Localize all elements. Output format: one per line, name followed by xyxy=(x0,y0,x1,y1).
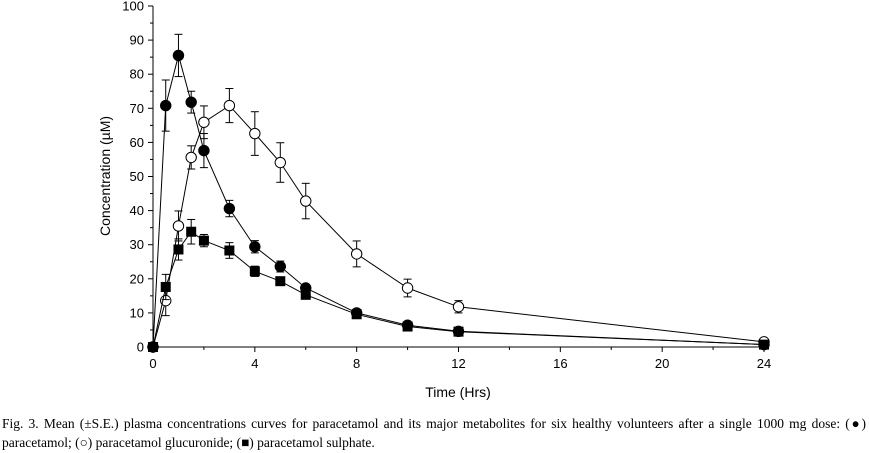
x-tick-label: 16 xyxy=(553,356,567,371)
y-tick-label: 20 xyxy=(130,271,144,286)
y-axis-title: Concentration (µM) xyxy=(97,116,113,236)
glucuronide-point xyxy=(249,127,261,140)
glucuronide-legend-symbol: ○ xyxy=(79,435,88,450)
glucuronide-point xyxy=(350,248,363,260)
paracetamol-point xyxy=(249,241,261,253)
sulphate-point xyxy=(759,339,769,350)
x-tick-label: 12 xyxy=(451,356,465,371)
sulphate-point xyxy=(300,289,311,300)
paracetamol-point xyxy=(274,260,286,273)
caption-text-4: ) paracetamol sulphate. xyxy=(249,435,375,450)
caption-text-2: ) paracetamol; ( xyxy=(2,416,867,450)
glucuronide-point xyxy=(172,220,185,232)
sulphate-point xyxy=(160,281,171,292)
paracetamol-point xyxy=(185,96,197,108)
y-tick-label: 40 xyxy=(130,203,144,218)
y-tick-label: 70 xyxy=(130,101,144,116)
glucuronide-point xyxy=(401,282,414,294)
sulphate-legend-symbol: ■ xyxy=(241,435,250,450)
glucuronide-point xyxy=(300,195,312,207)
x-tick-label: 4 xyxy=(251,356,258,371)
y-tick-label: 80 xyxy=(130,67,144,82)
glucuronide-series xyxy=(147,88,770,353)
y-tick-label: 90 xyxy=(130,33,144,48)
x-tick-label: 24 xyxy=(757,356,771,371)
y-tick-label: 0 xyxy=(137,340,144,355)
figure-caption: Fig. 3. Mean (±S.E.) plasma concentratio… xyxy=(2,414,866,452)
sulphate-point xyxy=(173,244,184,255)
y-tick-label: 10 xyxy=(130,305,144,320)
glucuronide-point xyxy=(185,151,197,164)
x-tick-label: 20 xyxy=(655,356,669,371)
y-tick-label: 60 xyxy=(130,135,144,150)
paracetamol-legend-symbol: ● xyxy=(849,416,862,431)
sulphate-point xyxy=(198,235,209,246)
caption-text-3: ) paracetamol glucuronide; ( xyxy=(87,435,242,450)
glucuronide-point xyxy=(223,99,236,112)
sulphate-point xyxy=(148,342,158,352)
x-tick-label: 0 xyxy=(149,356,156,371)
paracetamol-point xyxy=(172,49,185,62)
glucuronide-point xyxy=(198,116,210,128)
axes: 0 10 20 30 40 50 60 70 80 90 100 0 4 8 12 16 20 24 xyxy=(122,0,771,371)
sulphate-series xyxy=(148,218,769,352)
sulphate-point xyxy=(351,309,362,320)
x-tick-label: 8 xyxy=(353,356,360,371)
sulphate-point xyxy=(186,226,197,237)
sulphate-point xyxy=(402,321,413,332)
x-axis-title: Time (Hrs) xyxy=(425,384,491,400)
concentration-time-chart: 0 10 20 30 40 50 60 70 80 90 100 0 4 8 12 16 20 24 Time (… xyxy=(97,0,771,400)
series-layer xyxy=(147,33,770,353)
y-tick-label: 100 xyxy=(122,0,144,14)
sulphate-point xyxy=(275,276,286,287)
sulphate-point xyxy=(224,245,235,256)
paracetamol-point xyxy=(198,144,210,157)
y-tick-label: 50 xyxy=(130,169,144,184)
caption-text-1: Fig. 3. Mean (±S.E.) plasma concentratio… xyxy=(2,416,850,431)
sulphate-point xyxy=(249,266,260,277)
paracetamol-point xyxy=(223,202,236,215)
glucuronide-point xyxy=(452,301,465,313)
sulphate-point xyxy=(453,326,464,337)
paracetamol-point xyxy=(160,99,172,112)
glucuronide-point xyxy=(274,156,286,169)
y-tick-label: 30 xyxy=(130,237,144,252)
